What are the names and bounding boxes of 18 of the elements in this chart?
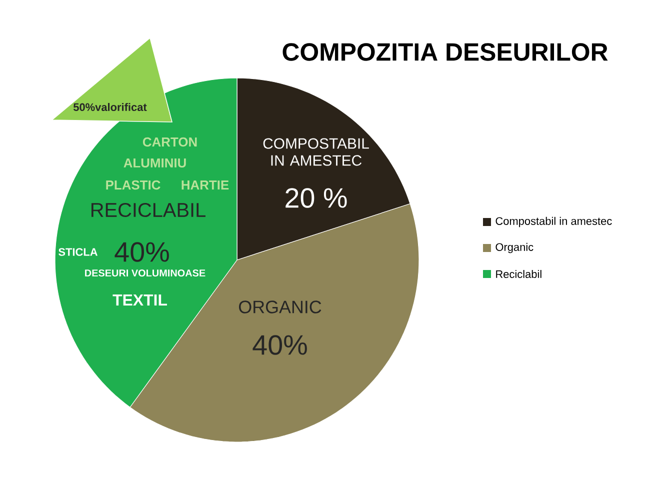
- text: ALUMINIU: [124, 158, 186, 168]
- text: PLASTIC: [106, 180, 160, 190]
- legend-label: Reciclabil: [496, 270, 542, 278]
- text: STICLA: [58, 248, 98, 256]
- text: HARTIE: [182, 180, 229, 190]
- text: RECICLABIL: [92, 202, 206, 218]
- text: 50%valorificat: [73, 102, 147, 112]
- data-label: 40%: [114, 242, 169, 262]
- text: DESEURI VOLUMINOASE: [85, 269, 206, 277]
- data-label: 20 %: [286, 188, 347, 208]
- chart-title: COMPOZITIA DESEURILOR: [282, 43, 608, 61]
- text: COMPOSTABIL IN AMESTEC: [263, 138, 369, 166]
- legend-label: Organic: [496, 242, 534, 254]
- legend-label: Compostabil in amestec: [496, 216, 612, 228]
- data-label: 40%: [252, 335, 307, 355]
- text: TEXTIL: [112, 294, 167, 306]
- text: ORGANIC: [239, 300, 322, 314]
- text: CARTON: [142, 137, 197, 147]
